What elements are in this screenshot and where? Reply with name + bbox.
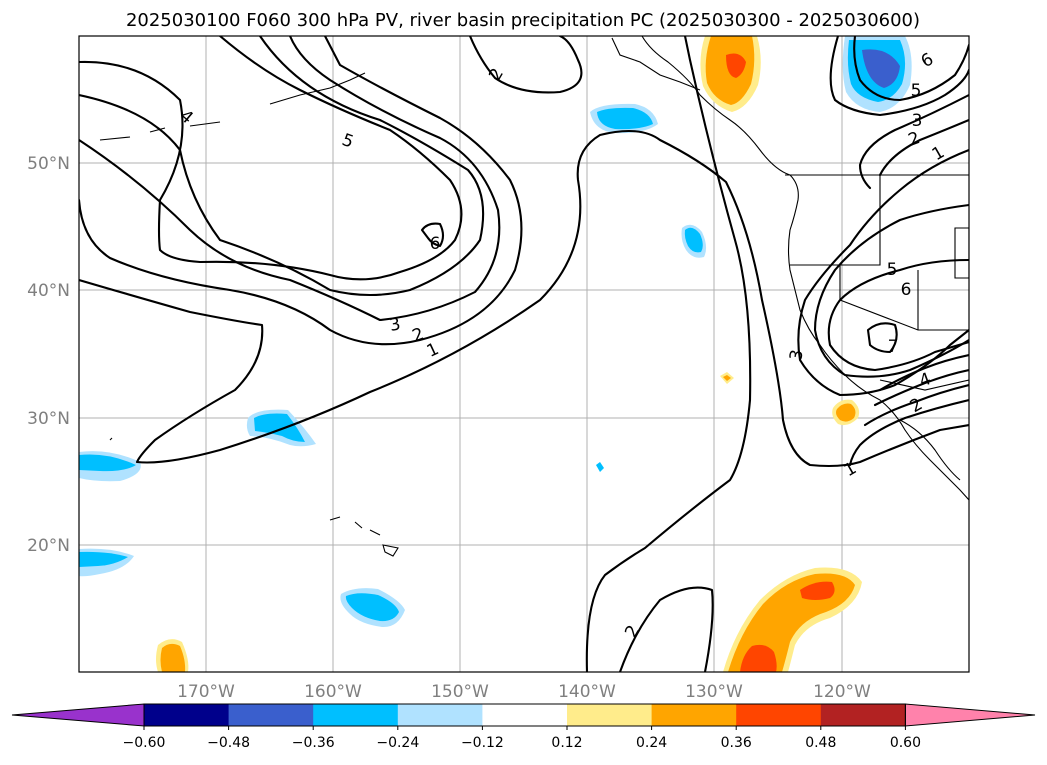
colorbar-extend-low: [11, 703, 145, 727]
colorbar-swatch: [651, 704, 737, 726]
pv-contour-labels: 4 5 6 2 3 2 1 6 5 3 2 1 5 6 7 3 4 2 1 2: [176, 49, 949, 641]
pv-contour-ne: [878, 353, 969, 392]
colorbar-tick-label: 0.36: [721, 735, 752, 751]
pv-contour-nnw: [829, 36, 969, 117]
precip-negative-area: [254, 413, 305, 442]
colorbar-tick-label: 0.60: [890, 735, 921, 751]
contour-label: 2: [485, 65, 508, 84]
colorbar-extend-high: [904, 703, 1036, 727]
lat-label: 30°N: [27, 409, 70, 429]
colorbar-swatch: [736, 704, 822, 726]
lat-label: 50°N: [27, 154, 70, 174]
coastlines: [99, 36, 969, 557]
longitude-labels: 170°W 160°W 150°W 140°W 130°W 120°W: [177, 682, 871, 702]
colorbar-tick-label: −0.60: [123, 735, 166, 751]
pv-contour-nnw: [853, 36, 969, 102]
colorbar-tick-label: −0.36: [292, 735, 335, 751]
contour-label: 6: [430, 234, 441, 254]
pv-contour-ne: [863, 383, 969, 427]
lon-label: 150°W: [431, 682, 489, 702]
lon-label: 120°W: [813, 682, 871, 702]
pv-contour-1: [79, 129, 969, 468]
precip-positive-area: [836, 403, 856, 422]
pv-contour-3: [79, 36, 501, 322]
pv-contours: [79, 36, 969, 672]
contour-label: 3: [388, 314, 402, 336]
pv-contour-nnw: [858, 93, 969, 190]
colorbar: −0.60 −0.48 −0.36 −0.24 −0.12 0.12 0.24 0.36 0.4…: [11, 703, 1036, 751]
pv-contour-2: [79, 36, 523, 346]
precip-negative-area: [79, 551, 128, 567]
pv-contour-1: [585, 36, 752, 672]
precip-positive-area: [800, 581, 835, 600]
lat-label: 40°N: [27, 281, 70, 301]
lon-label: 160°W: [304, 682, 362, 702]
precip-negative-area: [345, 593, 399, 622]
colorbar-swatch: [313, 704, 399, 726]
precip-negative-area: [596, 462, 604, 472]
precip-positive-area: [740, 644, 777, 672]
latitude-labels: 50°N 40°N 30°N 20°N: [27, 154, 70, 556]
map-frame: [78, 35, 970, 673]
pv-contour-7: [866, 322, 898, 354]
precip-pc-shading: [79, 36, 912, 672]
pv-contour-6: [420, 222, 445, 248]
colorbar-tick-label: −0.24: [376, 735, 419, 751]
colorbar-swatch: [397, 704, 483, 726]
lon-label: 170°W: [177, 682, 235, 702]
precip-negative-area: [862, 49, 900, 88]
precip-positive-area: [723, 375, 731, 381]
pv-contour-2: [618, 586, 714, 672]
pv-contour-5: [79, 36, 463, 281]
pv-contour-4: [79, 36, 485, 297]
pv-contour-ne: [848, 398, 969, 467]
pv-contour-ne: [797, 148, 969, 397]
map-area: 4 5 6 2 3 2 1 6 5 3 2 1 5 6 7 3 4 2 1 2: [79, 36, 969, 672]
contour-label: 5: [887, 260, 898, 280]
contour-label: 7: [888, 337, 899, 357]
colorbar-tick-label: 0.24: [636, 735, 667, 751]
lon-label: 130°W: [685, 682, 743, 702]
lon-label: 140°W: [558, 682, 616, 702]
colorbar-tick-label: −0.12: [461, 735, 504, 751]
lat-label: 20°N: [27, 536, 70, 556]
pv-contour-ne: [873, 368, 969, 407]
pv-contour-ne: [813, 203, 969, 378]
pv-contour-nnw: [878, 118, 969, 177]
colorbar-swatch: [820, 704, 906, 726]
contour-label: 3: [786, 348, 808, 362]
contour-label: 1: [424, 339, 442, 362]
contour-label: 2: [621, 622, 644, 641]
colorbar-swatch: [144, 704, 230, 726]
precip-positive-area: [160, 643, 186, 672]
map-title: 2025030100 F060 300 hPa PV, river basin …: [126, 10, 920, 31]
colorbar-tick-label: −0.48: [207, 735, 250, 751]
precip-negative-area: [79, 454, 136, 472]
colorbar-swatch: [482, 704, 568, 726]
contour-label: 5: [911, 81, 922, 101]
contour-label: 3: [912, 111, 923, 131]
colorbar-swatch: [567, 704, 653, 726]
colorbar-swatch: [228, 704, 314, 726]
contour-label: 6: [901, 280, 912, 300]
colorbar-tick-label: 0.12: [551, 735, 582, 751]
precip-positive-area: [726, 53, 746, 78]
pv-contour-2: [468, 36, 583, 94]
pv-contour-ne: [827, 258, 969, 372]
contour-label: 6: [918, 49, 937, 72]
colorbar-frame: [143, 703, 906, 727]
colorbar-tick-label: 0.48: [805, 735, 836, 751]
contour-label: 5: [339, 130, 356, 152]
precip-negative-area: [684, 227, 703, 253]
precip-negative-area: [597, 107, 653, 130]
